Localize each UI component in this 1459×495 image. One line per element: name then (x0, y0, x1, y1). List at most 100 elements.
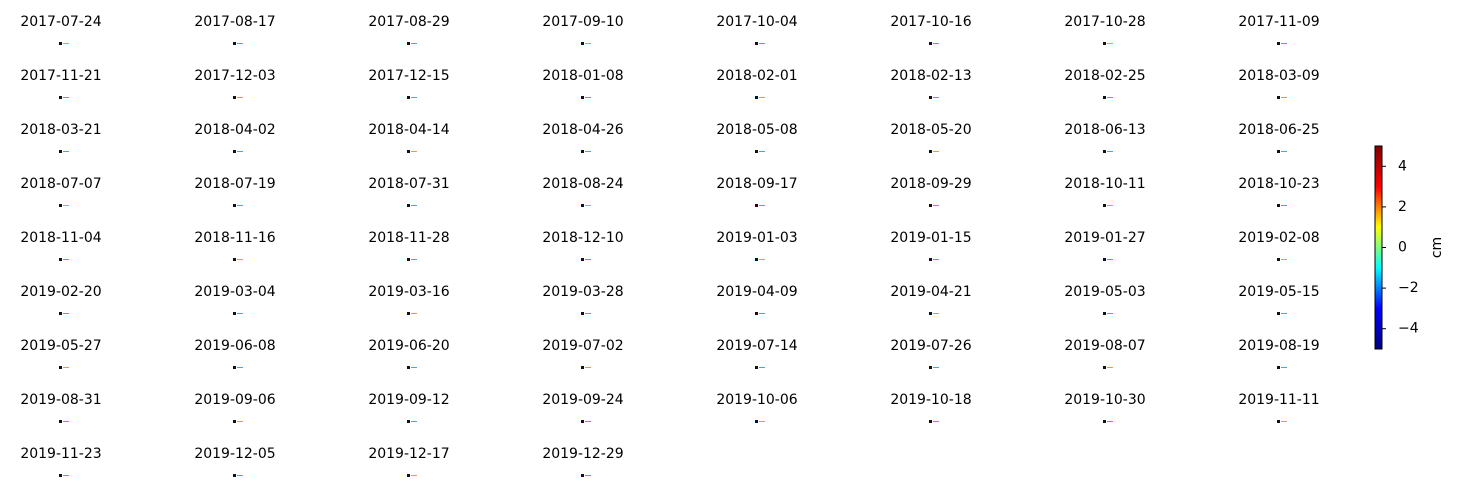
panel-image (407, 150, 410, 153)
panel-image-detail (411, 43, 417, 44)
panel-image (407, 96, 410, 99)
panel-image-detail (411, 205, 417, 206)
panel-title: 2019-08-31 (20, 392, 101, 408)
panel-title: 2018-07-07 (20, 176, 101, 192)
panel-image-detail (759, 151, 765, 152)
panel-image-detail (1107, 313, 1113, 314)
panel-title: 2018-04-14 (368, 122, 449, 138)
panel-image (581, 474, 584, 477)
panel-image-detail (585, 313, 591, 314)
panel-image-detail (237, 97, 243, 98)
panel-title: 2019-01-03 (716, 230, 797, 246)
panel-title: 2018-07-19 (194, 176, 275, 192)
panel-title: 2019-10-06 (716, 392, 797, 408)
panel-image (929, 42, 932, 45)
panel-title: 2019-05-03 (1064, 284, 1145, 300)
panel-image (1103, 42, 1106, 45)
panel-title: 2019-07-26 (890, 338, 971, 354)
panel-title: 2019-07-02 (542, 338, 623, 354)
panel-image-detail (933, 43, 939, 44)
panel-image (1277, 42, 1280, 45)
panel-title: 2018-10-23 (1238, 176, 1319, 192)
panel-image (1103, 150, 1106, 153)
panel-image (59, 474, 62, 477)
panel-image-detail (411, 313, 417, 314)
panel-image (233, 150, 236, 153)
panel-image-detail (933, 97, 939, 98)
panel-image (755, 420, 758, 423)
panel-title: 2017-10-28 (1064, 14, 1145, 30)
panel-title: 2019-07-14 (716, 338, 797, 354)
panel-image (1277, 96, 1280, 99)
panel-title: 2019-03-16 (368, 284, 449, 300)
panel-image (1103, 96, 1106, 99)
panel-title: 2019-12-17 (368, 446, 449, 462)
panel-image (1103, 420, 1106, 423)
panel-title: 2019-12-29 (542, 446, 623, 462)
panel-image (59, 42, 62, 45)
panel-title: 2018-02-01 (716, 68, 797, 84)
panel-image-detail (933, 367, 939, 368)
panel-image-detail (585, 43, 591, 44)
panel-image (755, 150, 758, 153)
panel-image (1277, 420, 1280, 423)
panel-title: 2018-11-28 (368, 230, 449, 246)
panel-title: 2018-05-20 (890, 122, 971, 138)
panel-image (1103, 312, 1106, 315)
panel-image (581, 96, 584, 99)
panel-title: 2019-05-15 (1238, 284, 1319, 300)
panel-image-detail (63, 367, 69, 368)
panel-title: 2018-07-31 (368, 176, 449, 192)
panel-image-detail (1107, 205, 1113, 206)
panel-image-detail (237, 259, 243, 260)
panel-image (1277, 366, 1280, 369)
panel-image (581, 42, 584, 45)
panel-title: 2019-05-27 (20, 338, 101, 354)
panel-image (581, 150, 584, 153)
panel-image (929, 204, 932, 207)
panel-image-detail (237, 205, 243, 206)
panel-image-detail (1107, 151, 1113, 152)
panel-image (1103, 258, 1106, 261)
panel-title: 2018-03-09 (1238, 68, 1319, 84)
panel-title: 2018-02-13 (890, 68, 971, 84)
panel-image-detail (1107, 43, 1113, 44)
panel-image-detail (237, 475, 243, 476)
panel-title: 2018-05-08 (716, 122, 797, 138)
panel-image-detail (63, 205, 69, 206)
panel-title: 2019-09-06 (194, 392, 275, 408)
panel-image (407, 42, 410, 45)
panel-image (59, 420, 62, 423)
panel-title: 2018-01-08 (542, 68, 623, 84)
panel-title: 2018-08-24 (542, 176, 623, 192)
panel-title: 2018-09-17 (716, 176, 797, 192)
panel-image (407, 312, 410, 315)
panel-title: 2017-12-03 (194, 68, 275, 84)
panel-image (407, 366, 410, 369)
panel-title: 2019-06-08 (194, 338, 275, 354)
panel-image-detail (63, 421, 69, 422)
panel-title: 2019-11-23 (20, 446, 101, 462)
panel-image (59, 150, 62, 153)
panel-image-detail (759, 313, 765, 314)
panel-image (929, 96, 932, 99)
panel-image (581, 420, 584, 423)
panel-image-detail (933, 421, 939, 422)
panel-image (1277, 204, 1280, 207)
panel-title: 2018-03-21 (20, 122, 101, 138)
panel-image (1103, 204, 1106, 207)
panel-image-detail (1107, 97, 1113, 98)
colorbar (1374, 145, 1383, 350)
panel-image-detail (585, 421, 591, 422)
panel-image-detail (1107, 421, 1113, 422)
panel-title: 2018-09-29 (890, 176, 971, 192)
panel-title: 2019-01-15 (890, 230, 971, 246)
panel-image (1103, 366, 1106, 369)
panel-image (1277, 312, 1280, 315)
panel-image (233, 312, 236, 315)
panel-image (929, 258, 932, 261)
panel-image-detail (63, 313, 69, 314)
panel-image-detail (585, 205, 591, 206)
panel-title: 2019-04-21 (890, 284, 971, 300)
panel-title: 2018-12-10 (542, 230, 623, 246)
